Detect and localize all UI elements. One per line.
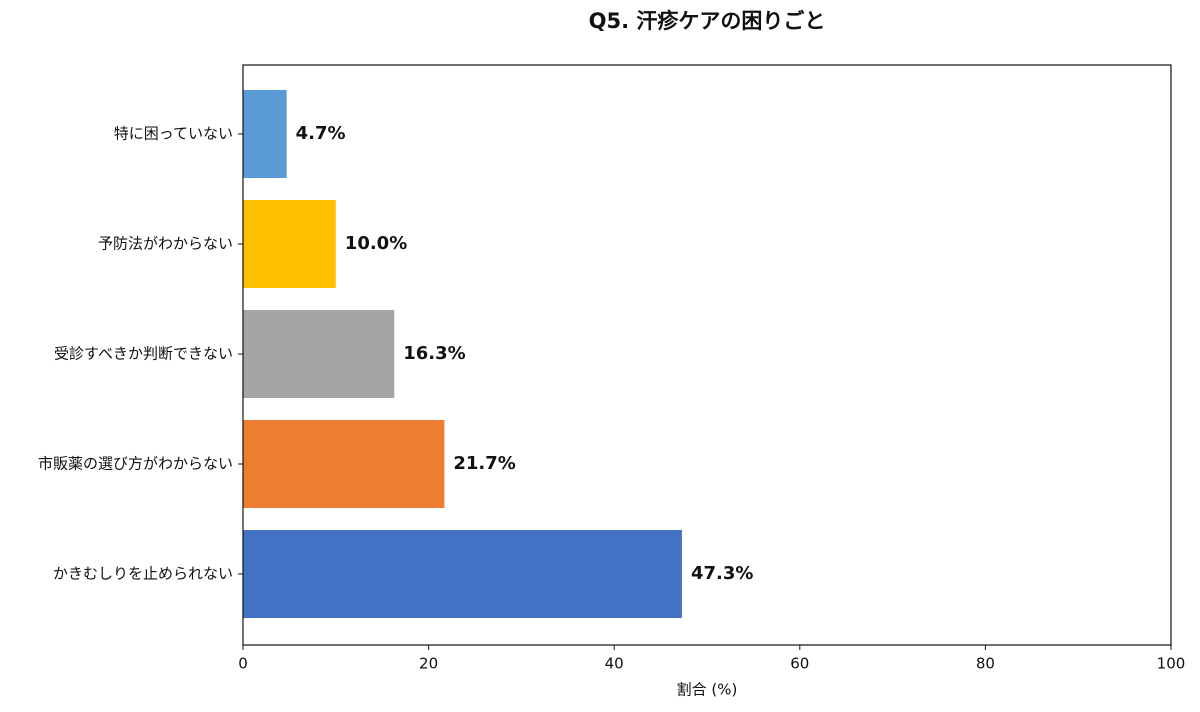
y-tick-label: 予防法がわからない <box>98 235 233 253</box>
y-tick-label: 市販薬の選び方がわからない <box>38 455 233 473</box>
value-label: 16.3% <box>403 343 465 364</box>
y-tick-label: かきむしりを止められない <box>53 565 233 583</box>
x-tick-label: 80 <box>976 655 995 673</box>
bar <box>243 200 336 288</box>
x-tick-label: 60 <box>790 655 809 673</box>
x-tick-label: 100 <box>1157 655 1186 673</box>
value-label: 47.3% <box>691 563 753 584</box>
value-label: 10.0% <box>345 233 407 254</box>
bar <box>243 310 395 398</box>
bar <box>243 420 445 508</box>
value-label: 4.7% <box>296 123 346 144</box>
x-tick-label: 20 <box>419 655 438 673</box>
bar <box>243 90 287 178</box>
x-tick-label: 0 <box>238 655 248 673</box>
y-tick-label: 特に困っていない <box>114 125 233 143</box>
value-label: 21.7% <box>453 453 515 474</box>
y-tick-label: 受診すべきか判断できない <box>54 345 233 363</box>
x-axis-label: 割合 (%) <box>677 681 738 699</box>
bar <box>243 530 682 618</box>
chart-title: Q5. 汗疹ケアの困りごと <box>589 9 826 33</box>
plot-frame <box>242 64 1172 646</box>
x-tick-label: 40 <box>605 655 624 673</box>
